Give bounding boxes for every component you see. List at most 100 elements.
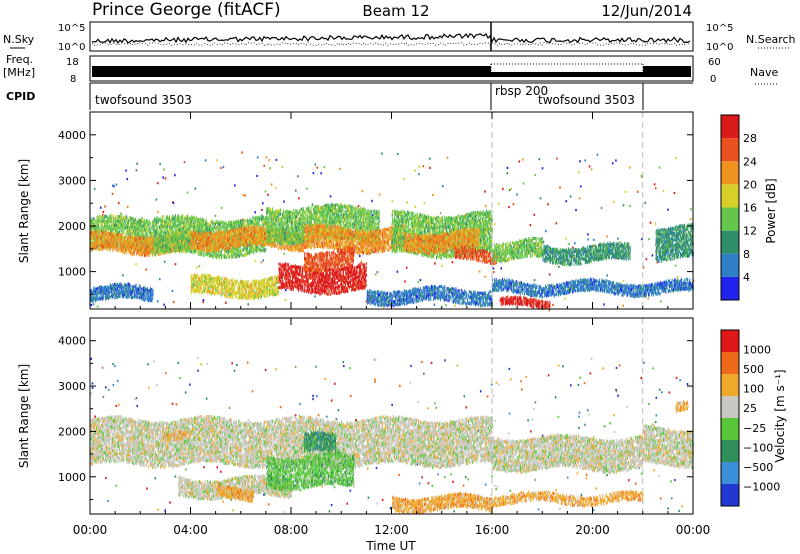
power-band-cell — [232, 246, 233, 249]
power-band-cell — [239, 221, 240, 224]
power-noise-cell — [506, 172, 508, 174]
power-band-cell — [175, 214, 176, 217]
power-band-cell — [153, 239, 154, 242]
power-band-cell — [157, 217, 158, 220]
power-noise-cell — [447, 157, 449, 159]
power-band-cell — [92, 230, 93, 233]
power-band-cell — [248, 249, 249, 252]
power-noise-cell — [164, 261, 166, 263]
power-noise-cell — [434, 262, 436, 264]
power-band-cell — [220, 242, 221, 245]
power-band-cell — [193, 247, 194, 250]
power-band-cell — [172, 223, 173, 226]
power-band-cell — [108, 217, 109, 220]
power-noise-cell — [298, 197, 300, 199]
power-noise-cell — [271, 183, 273, 185]
power-band-cell — [271, 228, 272, 231]
power-band-cell — [133, 237, 134, 240]
power-band-cell — [113, 214, 114, 217]
power-band-cell — [169, 215, 170, 218]
power-band-cell — [124, 227, 125, 230]
power-band-cell — [178, 228, 179, 231]
power-band-cell — [250, 233, 251, 236]
power-noise-cell — [513, 203, 515, 205]
power-noise-cell — [502, 188, 504, 190]
cpid-segment-3: twofsound 3503 — [538, 93, 635, 107]
power-noise-cell — [285, 299, 287, 301]
power-band-cell — [158, 240, 159, 243]
nsky-label: N.Sky — [3, 33, 35, 46]
power-band-cell — [177, 215, 178, 218]
power-band-cell — [193, 221, 194, 224]
power-band-cell — [124, 216, 125, 219]
power-band-cell — [210, 232, 211, 235]
power-noise-cell — [135, 263, 137, 265]
power-noise-cell — [283, 201, 285, 203]
power-noise-cell — [136, 163, 138, 165]
power-band-cell — [176, 244, 177, 247]
power-band-cell — [221, 238, 222, 241]
power-band-cell — [176, 224, 177, 227]
power-band-cell — [167, 222, 168, 225]
nsky-panel: N.Sky 10^5 10^0 10^5 10^0 N.Search — [3, 22, 796, 53]
power-noise-cell — [261, 261, 263, 263]
power-noise-cell — [484, 190, 486, 192]
power-noise-cell — [675, 265, 677, 267]
power-noise-cell — [637, 191, 639, 193]
power-band-cell — [229, 255, 230, 258]
power-band-cell — [258, 241, 259, 244]
power-band-cell — [114, 223, 115, 226]
power-band-cell — [147, 229, 148, 232]
power-band-cell — [149, 240, 150, 243]
power-band-cell — [192, 232, 193, 235]
power-band-cell — [190, 218, 191, 221]
freq-bar-right — [643, 66, 691, 77]
power-band-cell — [180, 242, 181, 245]
power-band-cell — [188, 237, 189, 240]
power-band-cell — [228, 230, 229, 233]
power-band-cell — [130, 240, 131, 243]
power-band-cell — [237, 219, 238, 222]
power-band-cell — [263, 216, 264, 219]
power-band-cell — [178, 214, 179, 217]
power-band-cell — [255, 221, 256, 224]
power-band-cell — [159, 246, 160, 249]
power-band-cell — [230, 238, 231, 241]
power-band-cell — [147, 236, 148, 239]
power-noise-cell — [175, 263, 177, 265]
power-band-cell — [202, 218, 203, 221]
power-noise-cell — [306, 188, 308, 190]
power-band-cell — [196, 219, 197, 222]
power-band-cell — [211, 228, 212, 231]
power-band-cell — [223, 220, 224, 223]
power-band-cell — [218, 226, 219, 229]
power-band-cell — [252, 229, 253, 232]
power-band-cell — [219, 248, 220, 251]
power-band-cell — [157, 224, 158, 227]
power-noise-cell — [379, 194, 381, 196]
power-band-cell — [207, 223, 208, 226]
power-band-cell — [271, 231, 272, 234]
power-noise-cell — [558, 266, 560, 268]
power-noise-cell — [434, 304, 436, 306]
power-noise-cell — [542, 167, 544, 169]
power-noise-cell — [570, 195, 572, 197]
power-band-cell — [217, 241, 218, 244]
power-noise-cell — [97, 306, 99, 308]
power-band-cell — [209, 249, 210, 252]
power-band-cell — [202, 219, 203, 222]
power-band-cell — [253, 221, 254, 224]
power-band-cell — [242, 234, 243, 237]
power-noise-cell — [371, 200, 373, 202]
power-band-cell — [215, 253, 216, 256]
power-band-cell — [236, 223, 237, 226]
power-band-cell — [145, 226, 146, 229]
power-band-cell — [264, 232, 265, 235]
power-band-cell — [251, 220, 252, 223]
power-noise-cell — [660, 300, 662, 302]
power-band-cell — [172, 215, 173, 218]
power-noise-cell — [257, 156, 259, 158]
power-band-cell — [165, 231, 166, 234]
power-band-cell — [227, 238, 228, 241]
nsky-frame — [90, 22, 693, 51]
